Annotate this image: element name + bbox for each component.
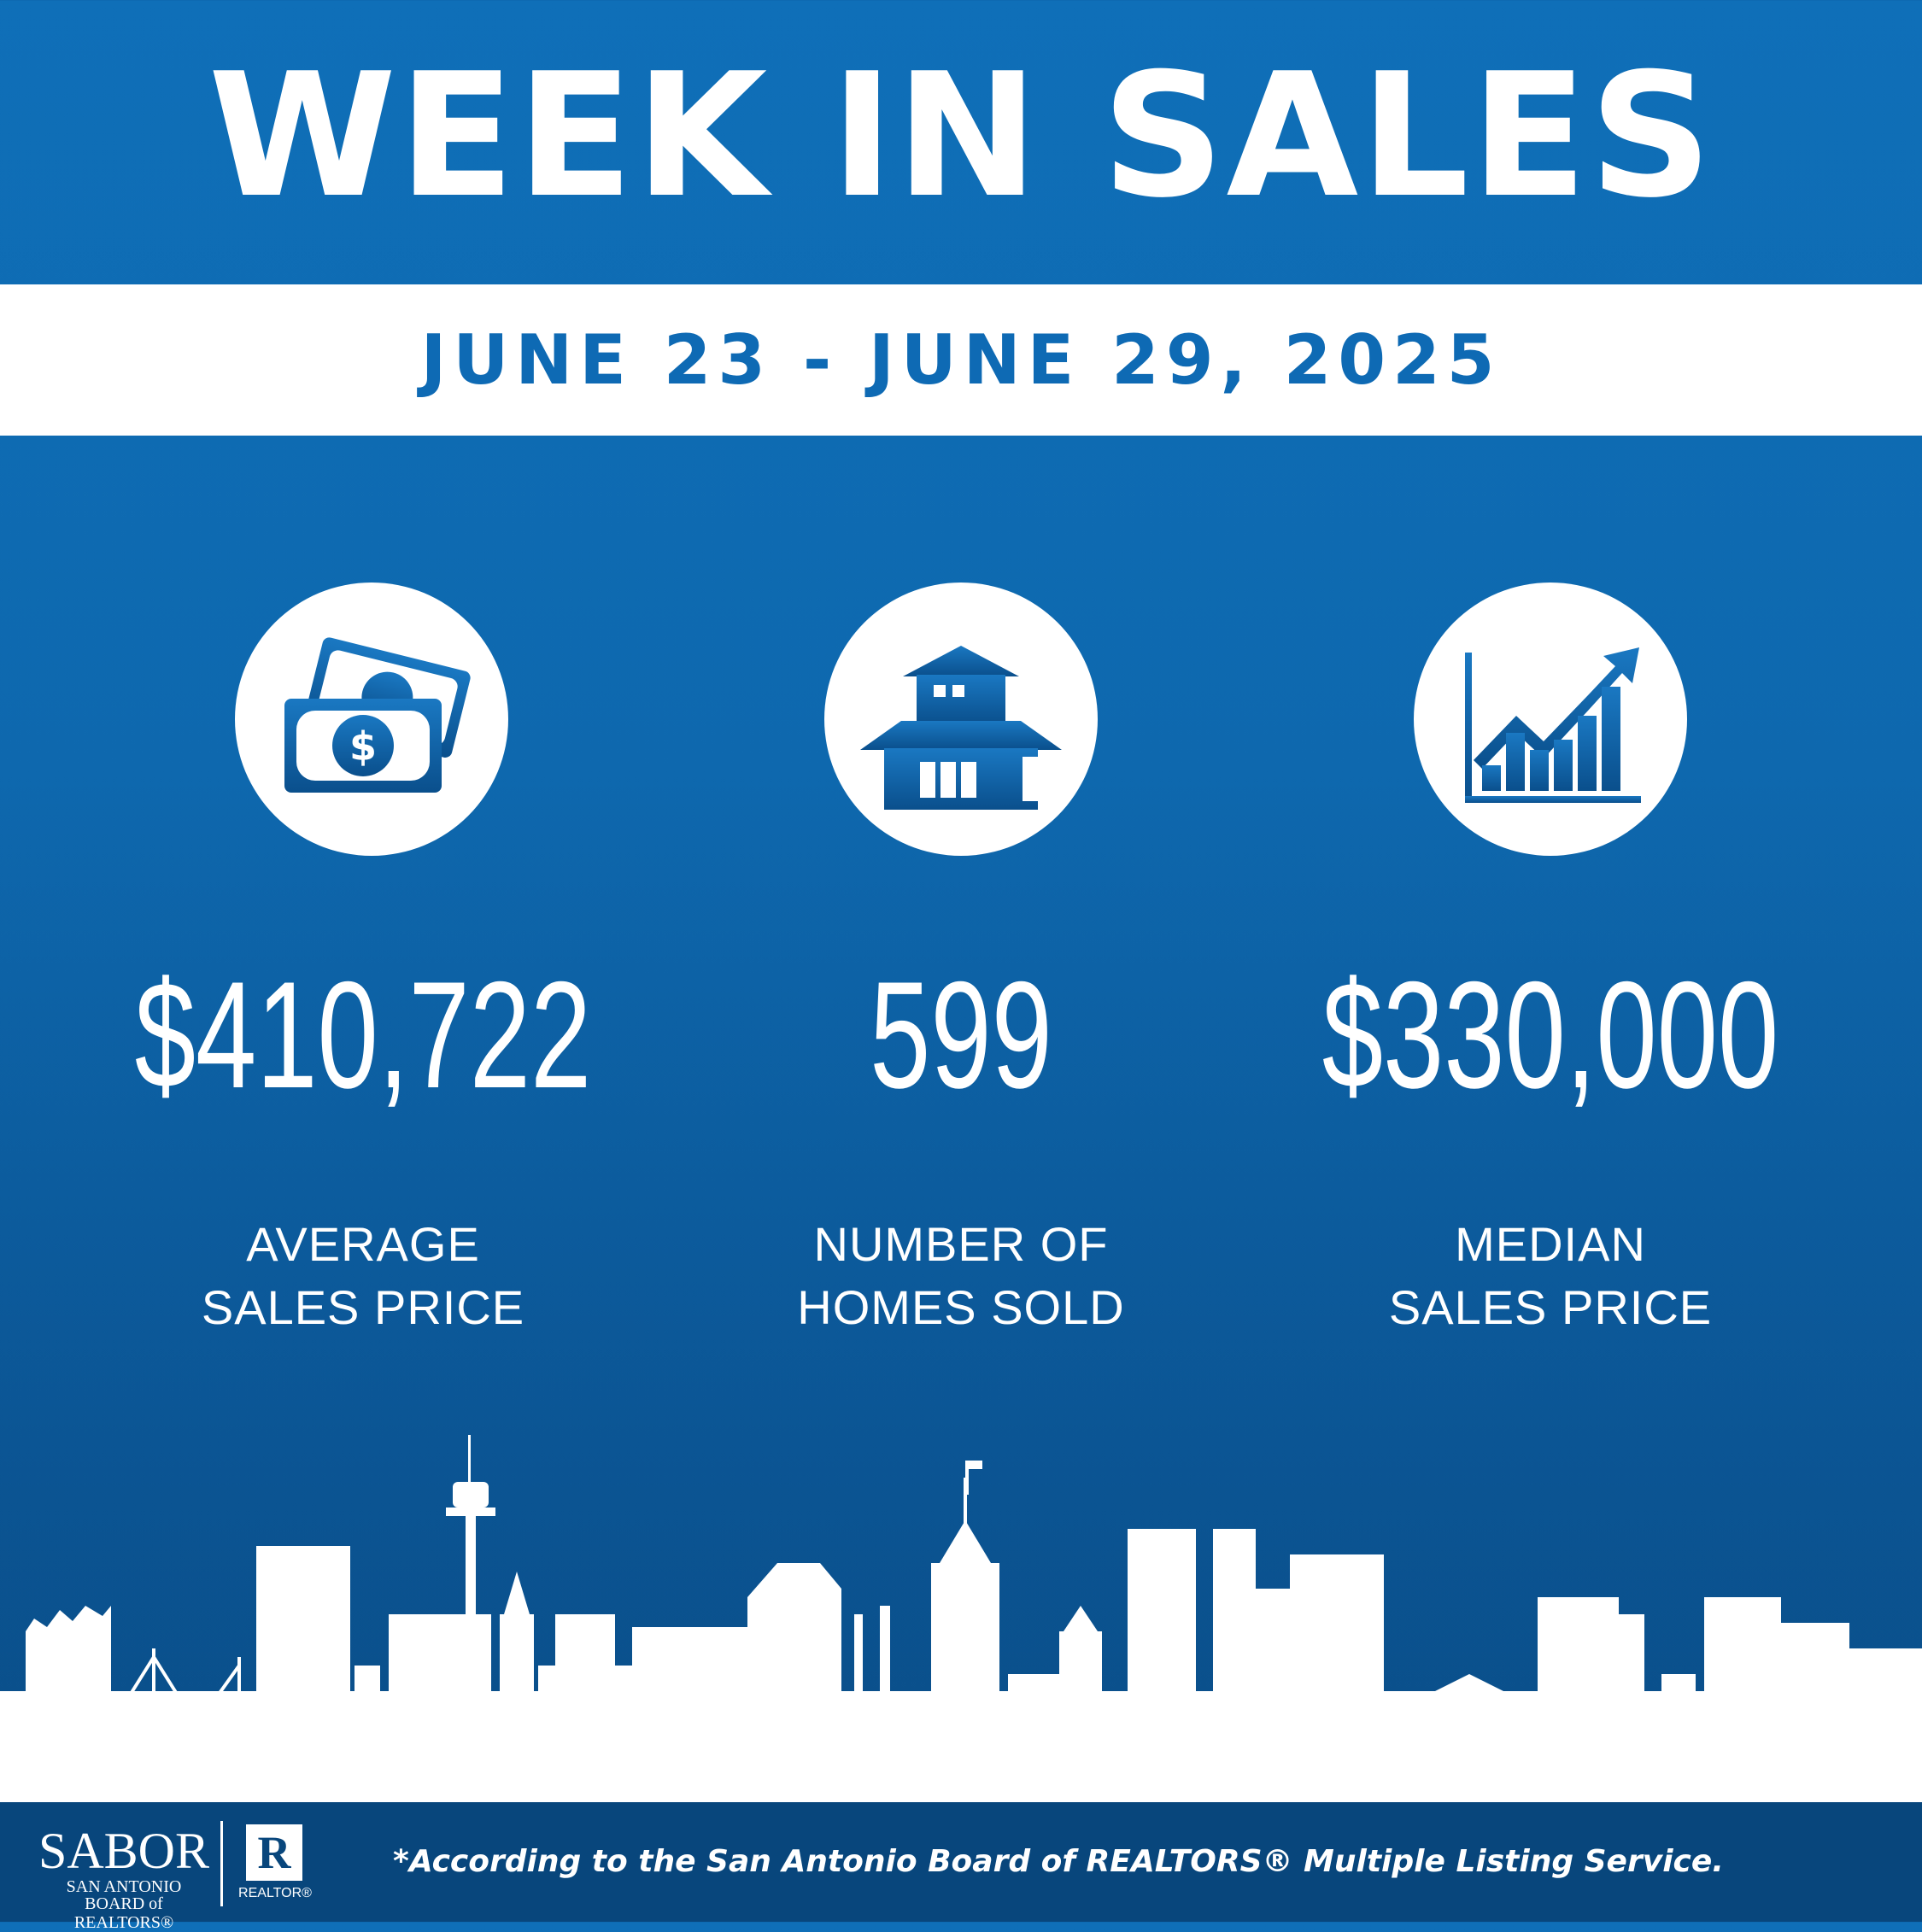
homes-sold-label: NUMBER OF HOMES SOLD xyxy=(641,1213,1281,1339)
logo-subtitle: SAN ANTONIO xyxy=(66,1877,182,1896)
city-skyline xyxy=(0,1435,1922,1802)
median-price-label: MEDIAN SALES PRICE xyxy=(1230,1213,1871,1339)
average-price-value: $410,722 xyxy=(134,950,592,1120)
logo-divider xyxy=(220,1821,223,1906)
logo-wordmark: SABOR xyxy=(38,1823,210,1879)
realtor-wordmark: REALTOR® xyxy=(238,1886,312,1900)
label-line: AVERAGE xyxy=(246,1217,480,1271)
homes-sold-value: 599 xyxy=(870,950,1052,1120)
label-line: MEDIAN xyxy=(1455,1217,1646,1271)
realtor-r-mark: R xyxy=(246,1824,302,1881)
average-price-label: AVERAGE SALES PRICE xyxy=(43,1213,683,1339)
sabor-logo: SABOR SAN ANTONIO BOARD of REALTORS® xyxy=(34,1823,214,1932)
label-line: HOMES SOLD xyxy=(797,1280,1125,1334)
date-banner: JUNE 23 - JUNE 29, 2025 xyxy=(0,284,1922,436)
realtor-logo: R REALTOR® xyxy=(238,1824,312,1910)
money-icon: $ xyxy=(235,583,508,856)
logo-subtitle: BOARD of REALTORS® xyxy=(73,1894,174,1932)
house-icon xyxy=(824,583,1098,856)
label-line: NUMBER OF xyxy=(813,1217,1109,1271)
growth-chart-icon xyxy=(1414,583,1687,856)
footer-bar: SABOR SAN ANTONIO BOARD of REALTORS® R R… xyxy=(0,1802,1922,1932)
source-footnote: *According to the San Antonio Board of R… xyxy=(393,1844,1724,1879)
label-line: SALES PRICE xyxy=(201,1280,525,1334)
label-line: SALES PRICE xyxy=(1388,1280,1713,1334)
page-title: WEEK IN SALES xyxy=(208,37,1714,236)
svg-text:$: $ xyxy=(349,723,377,770)
date-range: JUNE 23 - JUNE 29, 2025 xyxy=(420,320,1502,400)
median-price-value: $330,000 xyxy=(1321,950,1779,1120)
